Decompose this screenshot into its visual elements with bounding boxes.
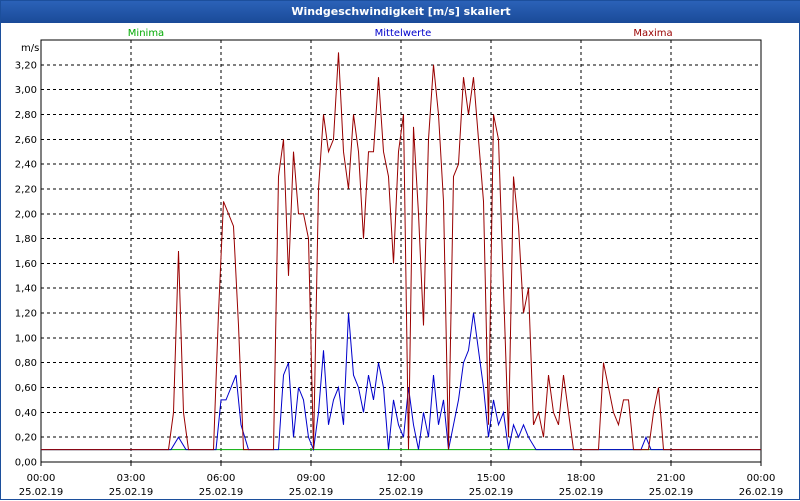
y-tick-label: 2,60 (15, 135, 37, 146)
y-tick-label: 0,40 (15, 408, 37, 419)
series-lines (41, 52, 761, 452)
legend: Minima Mittelwerte Maxima (128, 28, 673, 39)
y-tick-label: 1,60 (15, 259, 37, 270)
y-tick-label: 2,80 (15, 110, 37, 121)
series-line-mittelwerte (41, 313, 761, 452)
legend-entry-minima: Minima (128, 28, 164, 39)
chart-title: Windgeschwindigkeit [m/s] skaliert (1, 1, 800, 23)
x-tick-time: 00:00 (27, 473, 56, 484)
x-tick-time: 15:00 (477, 473, 506, 484)
y-tick-label: 0,60 (15, 383, 37, 394)
x-tick-date: 25.02.19 (19, 487, 64, 498)
x-tick-date: 25.02.19 (649, 487, 694, 498)
x-tick-time: 18:00 (567, 473, 596, 484)
y-tick-label: 1,20 (15, 309, 37, 320)
y-tick-label: 2,40 (15, 160, 37, 171)
x-tick-time: 21:00 (657, 473, 686, 484)
y-tick-label: 0,00 (15, 458, 37, 469)
y-tick-label: 3,00 (15, 85, 37, 96)
y-tick-label: 3,20 (15, 60, 37, 71)
axes (40, 39, 762, 466)
plot-frame (40, 39, 762, 463)
y-tick-label: 1,00 (15, 333, 37, 344)
x-tick-labels: 00:00 25.02.19 03:00 25.02.19 06:00 25.02.19 0… (19, 473, 784, 498)
legend-entry-maxima: Maxima (633, 28, 672, 39)
x-tick-time: 06:00 (207, 473, 236, 484)
x-tick-date: 25.02.19 (199, 487, 244, 498)
x-tick-date: 25.02.19 (379, 487, 424, 498)
x-tick-date: 26.02.19 (739, 487, 784, 498)
y-tick-label: 2,00 (15, 209, 37, 220)
x-tick-date: 25.02.19 (109, 487, 154, 498)
x-tick-time: 00:00 (747, 473, 776, 484)
x-tick-time: 03:00 (117, 473, 146, 484)
series-line-maxima (41, 52, 761, 451)
x-tick-date: 25.02.19 (289, 487, 334, 498)
y-tick-label: 1,80 (15, 234, 37, 245)
x-tick-time: 12:00 (387, 473, 416, 484)
grid-lines (41, 40, 761, 463)
y-tick-label: 0,80 (15, 358, 37, 369)
x-tick-date: 25.02.19 (469, 487, 514, 498)
y-tick-label: 1,40 (15, 284, 37, 295)
legend-entry-mittelwerte: Mittelwerte (375, 28, 432, 39)
y-tick-label: 2,20 (15, 184, 37, 195)
y-tick-label: 0,20 (15, 433, 37, 444)
y-axis-unit: m/s (21, 43, 39, 54)
y-tick-labels: 0,00 0,20 0,40 0,60 0,80 1,00 1,20 1,40 1,60 1,80… (15, 60, 37, 468)
x-tick-date: 25.02.19 (559, 487, 604, 498)
x-tick-time: 09:00 (297, 473, 326, 484)
